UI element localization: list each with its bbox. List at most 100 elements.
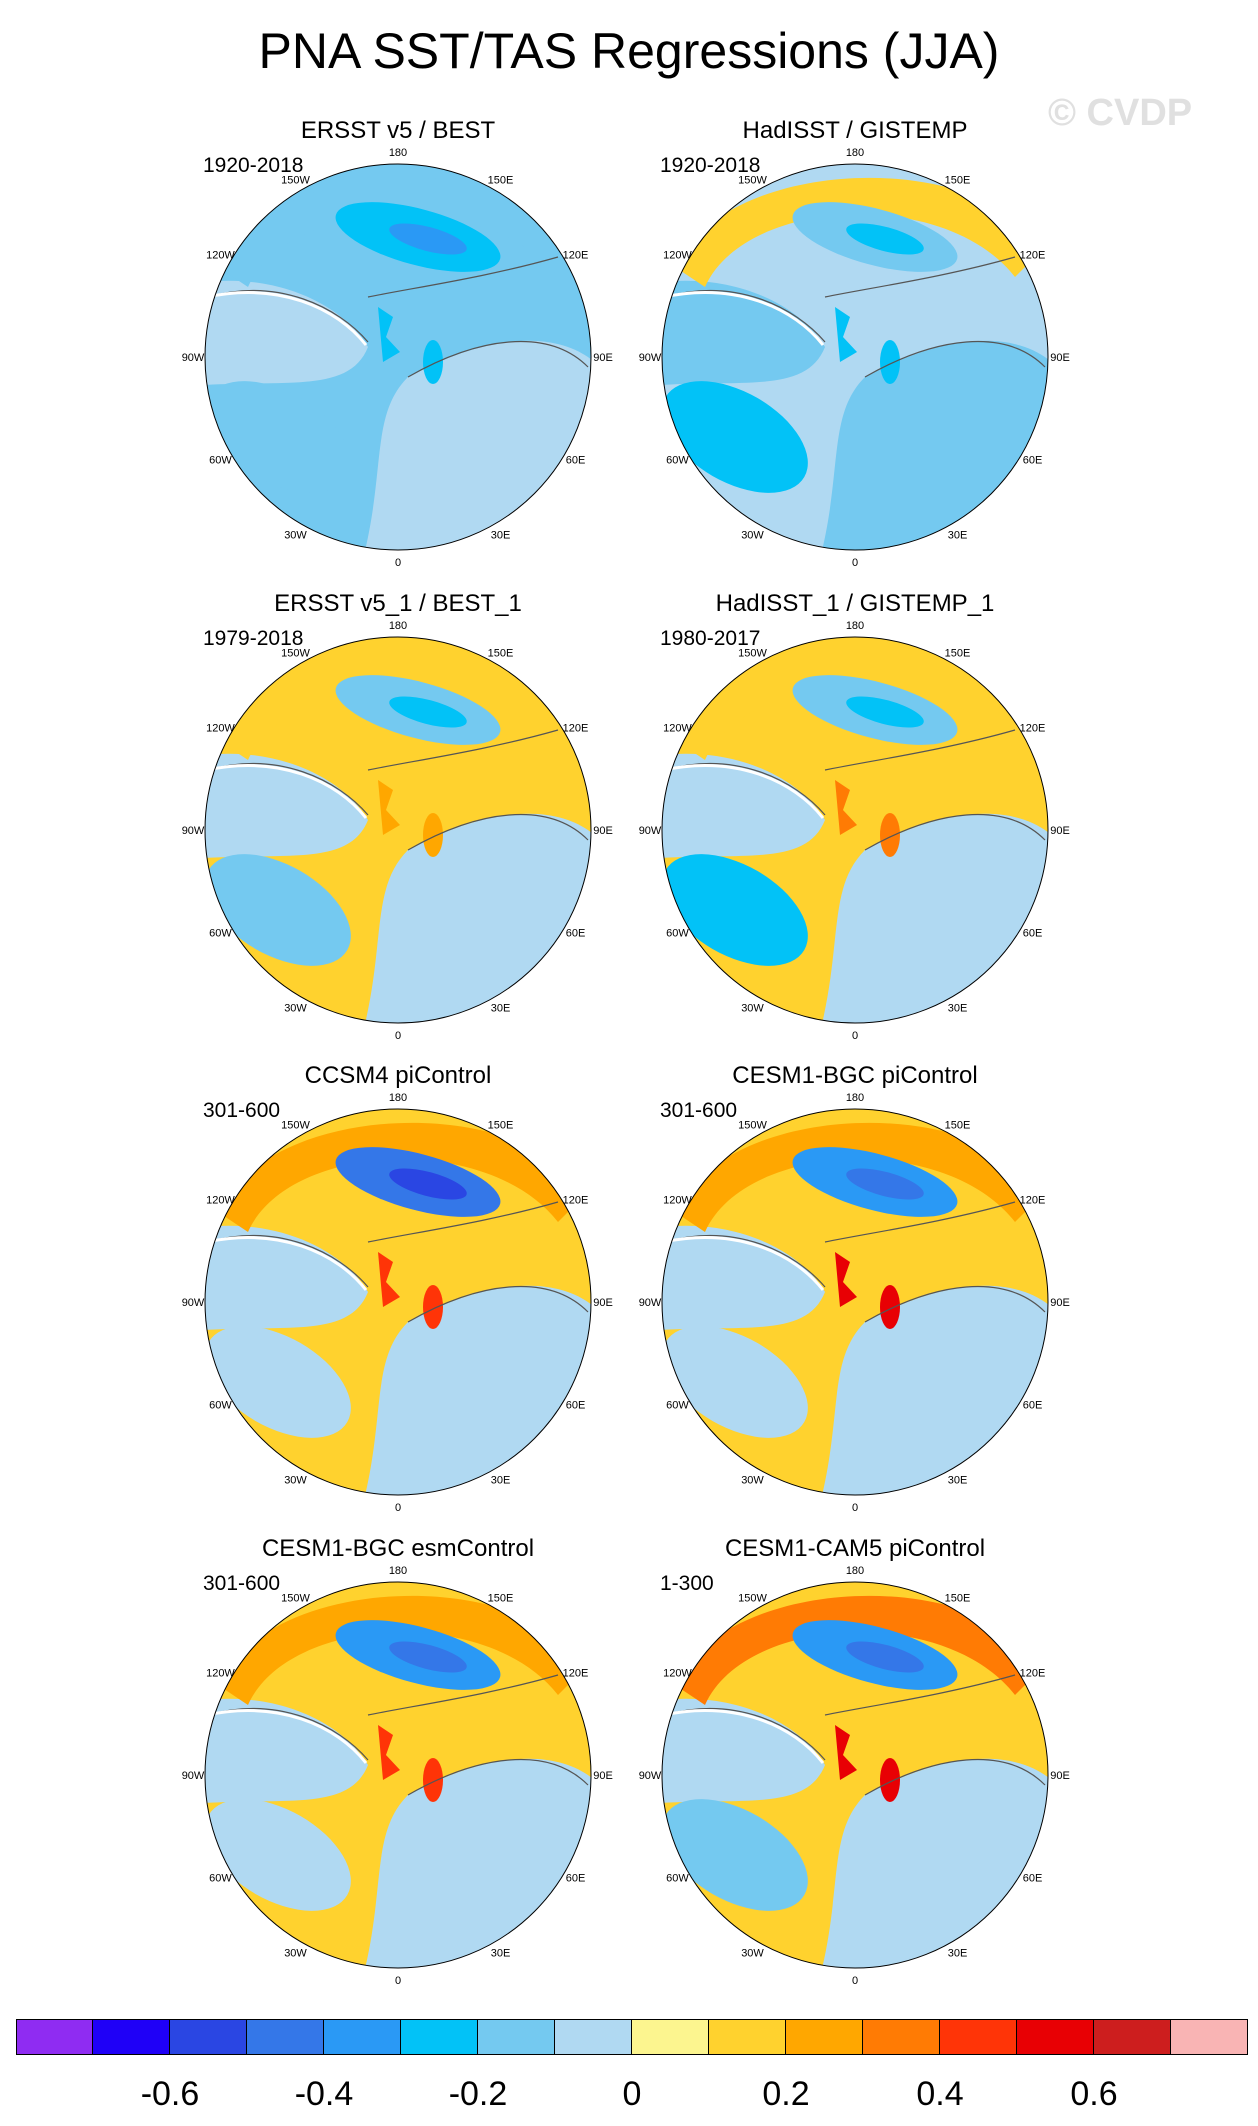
longitude-label: 30W xyxy=(284,1475,307,1487)
longitude-label: 120E xyxy=(563,1195,589,1207)
longitude-label: 150W xyxy=(281,174,310,186)
map-outline xyxy=(661,163,1049,551)
longitude-label: 120E xyxy=(1020,1195,1046,1207)
longitude-label: 30W xyxy=(741,530,764,542)
barents-anomaly xyxy=(423,813,443,857)
north-pacific-band xyxy=(218,1122,588,1232)
map-outline xyxy=(204,1108,592,1496)
atlantic-anomaly xyxy=(662,1326,808,1438)
panel-title: ERSST v5 / BEST xyxy=(300,117,496,144)
coastline-mask xyxy=(662,1236,825,1291)
panel-title: CESM1-BGC piControl xyxy=(732,1062,978,1089)
colorbar-box xyxy=(940,2019,1017,2055)
longitude-label: 60W xyxy=(666,1873,689,1885)
map-outline xyxy=(204,636,592,1024)
longitude-label: 120W xyxy=(206,1195,235,1207)
colorbar-box xyxy=(247,2019,324,2055)
figure-title: PNA SST/TAS Regressions (JJA) xyxy=(258,23,1000,79)
atlantic-anomaly xyxy=(205,1326,351,1438)
atlantic-anomaly xyxy=(205,854,351,966)
polar-map: 180 150E 120E 90E 60E 30E 0 30W 60W 90W 120W 150W xyxy=(639,147,1070,569)
longitude-label: 150E xyxy=(945,647,971,659)
longitude-label: 60E xyxy=(1023,455,1043,467)
panel-period: 1980-2017 xyxy=(660,627,761,650)
coastline-mask xyxy=(205,1709,368,1764)
north-pacific-band xyxy=(218,177,588,287)
colorbar-box xyxy=(478,2019,555,2055)
coastline-mask xyxy=(662,764,825,819)
longitude-label: 0 xyxy=(852,1030,858,1042)
atlantic-anomaly xyxy=(662,381,808,493)
barents-anomaly xyxy=(423,1758,443,1802)
panel-period: 1-300 xyxy=(660,1572,714,1595)
longitude-label: 90E xyxy=(1050,825,1070,837)
colorbar-box xyxy=(1171,2019,1248,2055)
north-pacific-band xyxy=(675,1122,1045,1232)
longitude-label: 90E xyxy=(1050,1770,1070,1782)
longitude-label: 30E xyxy=(948,1475,968,1487)
longitude-label: 180 xyxy=(389,147,407,159)
longitude-label: 150E xyxy=(945,1592,971,1604)
longitude-label: 150W xyxy=(738,174,767,186)
colorbar-tick-label: -0.2 xyxy=(448,2075,508,2113)
longitude-label: 0 xyxy=(395,1030,401,1042)
north-pacific-band xyxy=(675,650,1045,760)
longitude-label: 150W xyxy=(281,647,310,659)
map-outline xyxy=(661,1108,1049,1496)
longitude-label: 30E xyxy=(491,1003,511,1015)
longitude-label: 0 xyxy=(395,1502,401,1514)
pacific-core-anomaly xyxy=(389,1641,467,1673)
longitude-label: 90W xyxy=(639,1770,662,1782)
longitude-label: 0 xyxy=(852,1502,858,1514)
barents-anomaly xyxy=(423,1285,443,1329)
longitude-label: 180 xyxy=(389,1565,407,1577)
barents-anomaly xyxy=(880,1285,900,1329)
longitude-label: 30E xyxy=(491,1948,511,1960)
longitude-label: 150W xyxy=(738,1592,767,1604)
longitude-label: 60E xyxy=(566,455,586,467)
longitude-label: 150E xyxy=(945,1119,971,1131)
arctic-anomaly xyxy=(378,780,400,835)
longitude-label: 90E xyxy=(1050,352,1070,364)
longitude-label: 0 xyxy=(395,557,401,569)
panel-period: 301-600 xyxy=(660,1099,738,1122)
longitude-label: 120W xyxy=(663,1668,692,1680)
longitude-label: 30E xyxy=(948,1948,968,1960)
longitude-label: 30E xyxy=(948,530,968,542)
longitude-label: 90E xyxy=(593,1770,613,1782)
longitude-label: 60W xyxy=(209,1400,232,1412)
longitude-label: 0 xyxy=(395,1975,401,1987)
pacific-core-anomaly xyxy=(846,696,924,728)
longitude-label: 90W xyxy=(182,1770,205,1782)
longitude-label: 150E xyxy=(945,174,971,186)
coastline-mask xyxy=(662,291,825,346)
north-pacific-band xyxy=(218,1595,588,1705)
panel-period: 1979-2018 xyxy=(203,627,304,650)
longitude-label: 150E xyxy=(488,174,514,186)
longitude-label: 90E xyxy=(593,352,613,364)
longitude-label: 180 xyxy=(846,1092,864,1104)
panel-period: 301-600 xyxy=(203,1099,281,1122)
longitude-label: 90W xyxy=(182,1297,205,1309)
longitude-label: 30E xyxy=(948,1003,968,1015)
panel-period: 1920-2018 xyxy=(660,154,761,177)
colorbar-box xyxy=(632,2019,709,2055)
polar-map: 180 150E 120E 90E 60E 30E 0 30W 60W 90W 120W 150W xyxy=(182,1092,613,1514)
arctic-anomaly xyxy=(378,1725,400,1780)
atlantic-anomaly xyxy=(662,854,808,966)
longitude-label: 150E xyxy=(488,1119,514,1131)
north-pacific-band xyxy=(675,177,1045,287)
longitude-label: 30W xyxy=(741,1475,764,1487)
longitude-label: 60W xyxy=(666,928,689,940)
map-outline xyxy=(661,636,1049,1024)
longitude-label: 120E xyxy=(563,250,589,262)
longitude-label: 120E xyxy=(563,723,589,735)
polar-map: 180 150E 120E 90E 60E 30E 0 30W 60W 90W 120W 150W xyxy=(639,1565,1070,1987)
polar-map: 180 150E 120E 90E 60E 30E 0 30W 60W 90W 120W 150W xyxy=(182,147,613,569)
pacific-core-anomaly xyxy=(846,223,924,255)
colorbar-tick-label: -0.6 xyxy=(140,2075,200,2113)
longitude-label: 120W xyxy=(206,250,235,262)
atlantic-anomaly xyxy=(205,381,351,493)
barents-anomaly xyxy=(423,340,443,384)
longitude-label: 120E xyxy=(563,1668,589,1680)
